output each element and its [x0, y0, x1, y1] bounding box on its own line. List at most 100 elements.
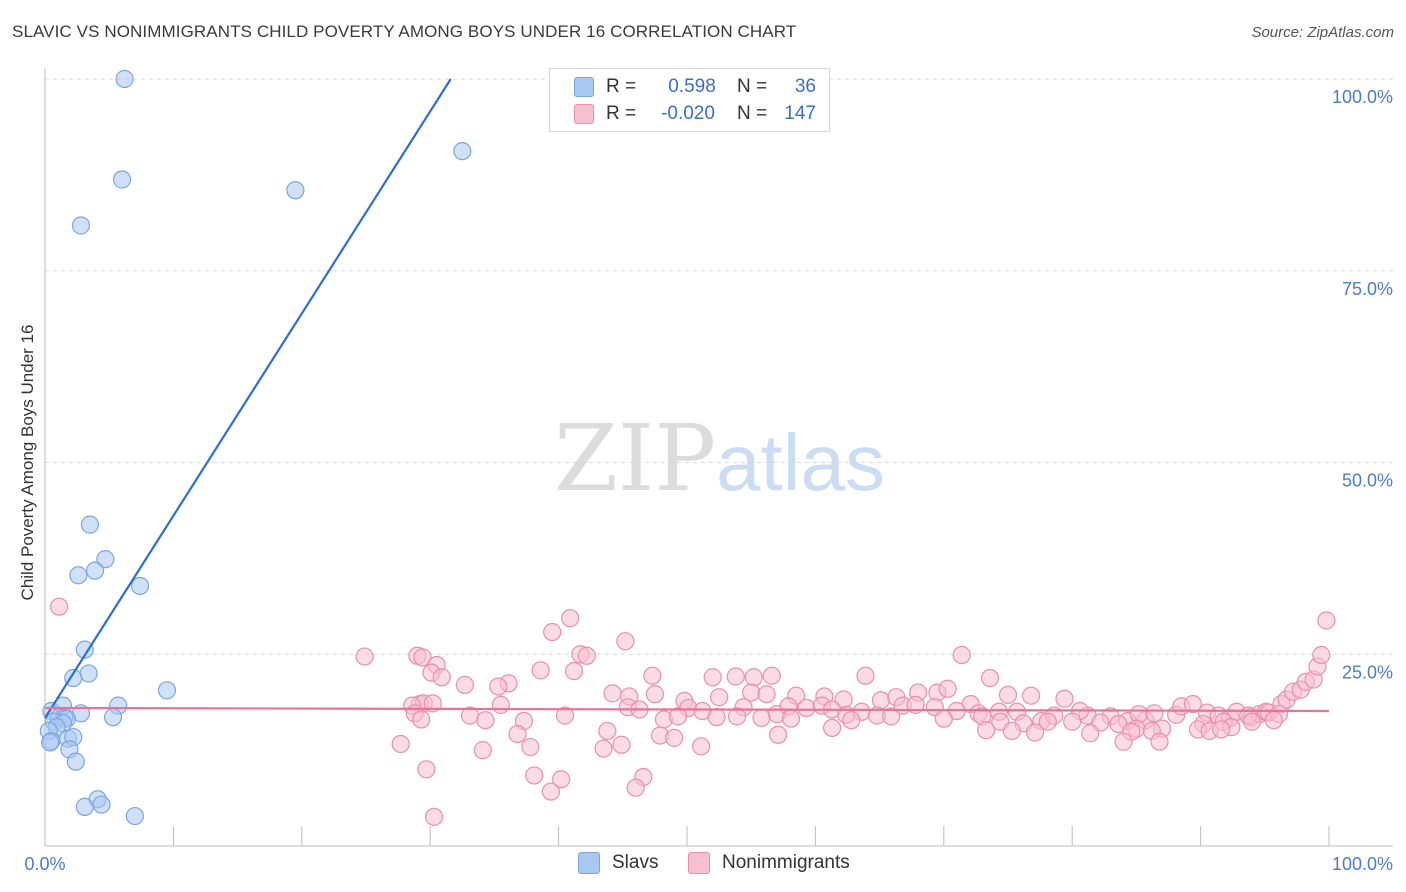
nonimmigrants-point — [626, 778, 645, 797]
series-legend-slavs[interactable]: Slavs — [578, 852, 658, 874]
nonimmigrants-point — [603, 684, 622, 703]
nonimmigrants-point — [998, 685, 1018, 705]
nonimmigrants-point — [752, 708, 771, 728]
slavs-point — [125, 806, 144, 826]
nonimmigrants-point — [871, 691, 890, 710]
y-tick-label: 50.0% — [1342, 471, 1393, 491]
nonimmigrants-point — [598, 721, 617, 741]
nonimmigrants-point — [541, 782, 560, 801]
y-axis-label: Child Poverty Among Boys Under 16 — [18, 325, 37, 601]
nonimmigrants-point — [1063, 712, 1082, 731]
slavs-point — [85, 561, 105, 580]
nonimmigrants-point — [977, 721, 996, 740]
nonimmigrants-point — [1150, 732, 1169, 751]
nonimmigrants-point — [781, 709, 801, 728]
slavs-point — [96, 550, 115, 569]
y-tick-label: 75.0% — [1342, 279, 1393, 299]
nonimmigrants-point — [612, 735, 631, 754]
legend-n-label: N = — [736, 103, 768, 124]
nonimmigrants-point — [726, 667, 745, 686]
series-legend-nonimmigrants[interactable]: Nonimmigrants — [688, 852, 850, 874]
legend-r-value-slavs: 0.598 — [668, 76, 716, 97]
nonimmigrants-point — [616, 632, 635, 651]
nonimmigrants-point — [842, 711, 861, 730]
nonimmigrants-point — [1312, 645, 1331, 665]
nonimmigrants-point — [552, 770, 571, 789]
slavs-point — [41, 733, 60, 752]
legend-n-value-nonimmigrants: 147 — [784, 103, 816, 124]
slavs-point — [453, 141, 472, 161]
slavs-point — [103, 708, 123, 727]
series-label-nonimmigrants: Nonimmigrants — [722, 852, 850, 873]
series-label-slavs: Slavs — [612, 852, 659, 873]
y-tick-label: 25.0% — [1342, 662, 1393, 682]
series-swatch-slavs — [578, 852, 600, 874]
nonimmigrants-point — [934, 709, 953, 728]
nonimmigrants-point — [645, 685, 665, 704]
slavs-point — [69, 566, 88, 585]
axes — [44, 68, 1393, 847]
nonimmigrants-point — [508, 724, 527, 744]
nonimmigrants-point — [525, 766, 544, 785]
nonimmigrants-point — [757, 685, 776, 704]
nonimmigrants-point — [391, 734, 410, 754]
slavs-point — [115, 69, 134, 89]
slavs-trend-line — [44, 78, 452, 719]
nonimmigrants-point — [643, 666, 662, 685]
nonimmigrants-point — [455, 675, 474, 695]
slavs-points — [39, 69, 472, 826]
nonimmigrants-point — [762, 666, 781, 685]
nonimmigrants-point — [1002, 721, 1021, 741]
nonimmigrants-point — [856, 666, 875, 685]
slavs-point — [79, 664, 98, 683]
nonimmigrants-points — [50, 597, 1336, 826]
slavs-point — [80, 515, 100, 534]
nonimmigrants-point — [769, 725, 788, 744]
nonimmigrants-point — [473, 741, 492, 760]
nonimmigrants-point — [882, 707, 901, 726]
nonimmigrants-point — [476, 711, 495, 730]
slavs-point — [112, 170, 132, 189]
nonimmigrants-point — [822, 718, 842, 737]
nonimmigrants-point — [665, 728, 684, 747]
y-tick-label: 100.0% — [1332, 87, 1393, 107]
nonimmigrants-point — [489, 677, 508, 696]
trend-lines — [44, 78, 1330, 719]
nonimmigrants-point — [1264, 711, 1283, 730]
nonimmigrants-point — [521, 737, 540, 757]
x-tick-label-min: 0.0% — [24, 854, 65, 874]
slavs-point — [71, 216, 91, 235]
nonimmigrants-point — [1242, 712, 1262, 731]
nonimmigrants-point — [1212, 720, 1231, 739]
nonimmigrants-point — [727, 707, 747, 726]
nonimmigrants-point — [1022, 686, 1041, 705]
nonimmigrants-point — [668, 707, 688, 726]
nonimmigrants-point — [1038, 712, 1057, 731]
slavs-point — [92, 795, 111, 814]
nonimmigrants-point — [355, 647, 374, 666]
nonimmigrants-point — [1025, 723, 1045, 742]
nonimmigrants-trend-line — [44, 706, 1330, 713]
slavs-point — [130, 576, 150, 596]
nonimmigrants-point — [709, 688, 729, 707]
slavs-point — [64, 668, 83, 688]
nonimmigrants-point — [423, 694, 442, 713]
nonimmigrants-point — [432, 668, 451, 687]
nonimmigrants-point — [797, 698, 816, 718]
nonimmigrants-point — [952, 645, 971, 665]
legend-swatch-nonimmigrants — [574, 104, 594, 124]
nonimmigrants-point — [744, 668, 763, 687]
nonimmigrants-point — [417, 760, 436, 779]
legend-n-value-slavs: 36 — [794, 76, 816, 97]
source-label: Source: ZipAtlas.com — [1251, 24, 1394, 41]
nonimmigrants-point — [561, 609, 580, 628]
series-legend: Slavs Nonimmigrants — [0, 852, 1406, 878]
nonimmigrants-point — [1183, 695, 1202, 714]
nonimmigrants-point — [564, 662, 584, 681]
nonimmigrants-point — [692, 737, 711, 756]
legend-r-label: R = — [606, 76, 637, 97]
nonimmigrants-point — [555, 706, 575, 725]
gridlines — [45, 78, 1393, 655]
nonimmigrants-point — [424, 807, 444, 826]
